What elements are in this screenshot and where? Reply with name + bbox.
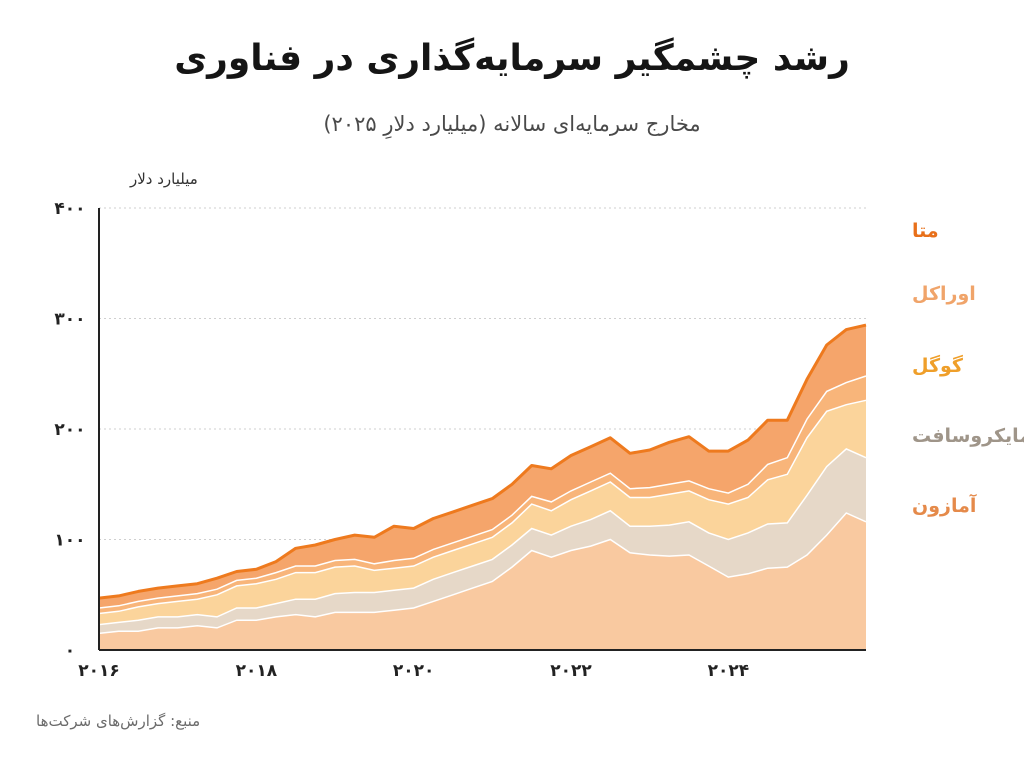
x-tick-2018: ۲۰۱۸: [236, 661, 278, 681]
series-label-oracle: اوراکل: [912, 283, 976, 305]
area-microsoft: [99, 448, 866, 634]
area-meta: [99, 325, 866, 608]
area-oracle: [99, 376, 866, 614]
total-line: [98, 323, 867, 600]
source-note: منبع: گزارش‌های شرکت‌ها: [36, 712, 201, 730]
y-tick-100: ۱۰۰: [54, 531, 85, 551]
boundary-oracle: [98, 375, 867, 609]
y-tick-200: ۲۰۰: [54, 420, 85, 440]
series-labels: آمازون مایکروسافت گوگل اوراکل متا: [912, 220, 1024, 517]
chart-title: رشد چشمگیر سرمایه‌گذاری در فناوری: [174, 38, 850, 79]
y-tick-0: ۰: [65, 641, 75, 661]
series-label-microsoft: مایکروسافت: [912, 425, 1024, 447]
axes: میلیارد دلار: [98, 170, 866, 651]
y-tick-400: ۴۰۰: [54, 199, 85, 219]
chart-subtitle: مخارج سرمایه‌ای سالانه (میلیارد دلارِ ۲۰…: [323, 112, 701, 136]
x-tick-2024: ۲۰۲۴: [708, 661, 750, 681]
series-label-meta: متا: [912, 220, 939, 242]
boundary-microsoft: [98, 448, 867, 626]
boundary-amazon: [98, 512, 867, 635]
x-tick-2016: ۲۰۱۶: [78, 661, 120, 681]
tick-labels: ۰ ۱۰۰ ۲۰۰ ۳۰۰ ۴۰۰ ۲۰۱۶ ۲۰۱۸ ۲۰۲۰ ۲۰۲۲ ۲۰۲۴: [54, 199, 749, 681]
y-axis-label: میلیارد دلار: [129, 170, 198, 188]
boundary-google: [98, 399, 867, 615]
y-tick-300: ۳۰۰: [54, 310, 85, 330]
area-series: [98, 323, 867, 650]
series-label-amazon: آمازون: [912, 493, 977, 517]
x-tick-2020: ۲۰۲۰: [393, 661, 435, 681]
x-tick-2022: ۲۰۲۲: [550, 661, 592, 681]
series-label-google: گوگل: [912, 354, 964, 377]
